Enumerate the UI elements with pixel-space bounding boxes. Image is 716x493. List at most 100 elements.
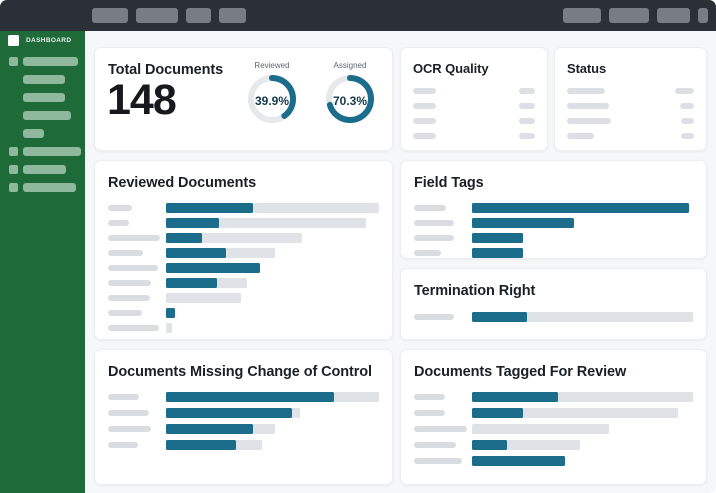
bar-row[interactable] [108,323,379,333]
bar-track-wrap [166,440,379,450]
titlebar-chip-4[interactable] [219,8,246,23]
bar-track-wrap [166,218,379,228]
titlebar-chip-5[interactable] [563,8,601,23]
bar-track-wrap [472,408,693,418]
sidebar-item-5[interactable] [0,147,85,156]
bar-row[interactable] [414,424,693,434]
bar-row-label-cell [108,310,166,316]
sidebar-item-label [23,183,76,192]
sidebar-item-4[interactable] [0,129,85,138]
sidebar-header[interactable]: DASHBOARD [8,35,71,46]
bar-row-label-cell [414,205,472,211]
bar-row[interactable] [414,203,693,213]
bar-row-label [414,410,445,416]
titlebar-chip-7[interactable] [657,8,690,23]
sidebar-item-label [23,165,66,174]
bar-row-label [108,442,138,448]
sidebar-item-0[interactable] [0,57,85,66]
sidebar: DASHBOARD [0,31,85,493]
bar-row[interactable] [414,218,693,228]
bar-row-label-cell [414,394,472,400]
skeleton-row [567,103,694,109]
bar-row-label-cell [414,426,472,432]
bar-row[interactable] [108,424,379,434]
bar-row-label [108,265,158,271]
sidebar-item-1[interactable] [0,75,85,84]
sidebar-item-label [23,57,78,66]
sidebar-item-2[interactable] [0,93,85,102]
bar-row[interactable] [414,456,693,466]
bar-row-label [108,325,159,331]
titlebar-chip-1[interactable] [92,8,128,23]
sidebar-item-7[interactable] [0,183,85,192]
skeleton-row [413,88,535,94]
bar-row[interactable] [108,203,379,213]
status-title: Status [567,61,607,76]
bar-fill [472,312,528,322]
bar-track-wrap [472,392,693,402]
bar-row[interactable] [414,440,693,450]
skeleton-row-label [413,118,436,124]
bar-row[interactable] [414,233,693,243]
bar-row[interactable] [108,440,379,450]
sidebar-item-6[interactable] [0,165,85,174]
bar-row[interactable] [108,392,379,402]
bar-track [472,312,693,322]
bar-row[interactable] [108,278,379,288]
skeleton-row-label [567,103,609,109]
bar-row-label-cell [108,442,166,448]
bar-track [472,424,610,434]
bar-fill [166,278,218,288]
bar-row[interactable] [108,263,379,273]
bar-fill [166,263,260,273]
bar-row-label [108,394,139,400]
bar-track-wrap [166,248,379,258]
skeleton-row-label [567,133,594,139]
bar-row[interactable] [414,408,693,418]
donut-reviewed: Reviewed 39.9% [241,61,303,125]
bar-fill [472,218,574,228]
bar-row-label-cell [108,280,166,286]
bar-row[interactable] [108,293,379,303]
bar-row[interactable] [414,248,693,258]
sidebar-item-3[interactable] [0,111,85,120]
bar-row-label-cell [414,442,472,448]
bar-row[interactable] [108,233,379,243]
sidebar-item-label [23,129,44,138]
bar-fill [472,203,689,213]
bar-track-wrap [166,278,379,288]
bar-row-label-cell [108,265,166,271]
field-tags-bars [414,203,693,258]
bar-row-label [414,426,467,432]
titlebar-chip-3[interactable] [186,8,211,23]
bar-row[interactable] [108,248,379,258]
bar-fill [166,308,175,318]
window-titlebar [0,0,716,31]
titlebar-chip-8[interactable] [698,8,708,23]
titlebar-chip-6[interactable] [609,8,649,23]
donut-assigned-caption: Assigned [333,61,367,70]
field-tags-title: Field Tags [414,175,484,191]
bar-row-label [108,205,132,211]
bar-row-label [414,458,462,464]
skeleton-row [567,133,694,139]
bar-track-wrap [472,203,693,213]
bar-row[interactable] [108,308,379,318]
titlebar-chip-2[interactable] [136,8,178,23]
bar-row-label [414,314,454,320]
reviewed-documents-title: Reviewed Documents [108,175,257,191]
bar-track [472,408,678,418]
bar-row-label-cell [108,235,166,241]
bar-track-wrap [166,408,379,418]
bar-fill [472,440,508,450]
bar-row[interactable] [414,312,693,322]
bar-row[interactable] [414,392,693,402]
card-termination-right: Termination Right [400,268,707,340]
card-documents-tagged-for-review: Documents Tagged For Review [400,349,707,485]
dashboard-square-icon [8,35,19,46]
bar-track-wrap [472,218,693,228]
bar-row[interactable] [108,218,379,228]
bar-row[interactable] [108,408,379,418]
skeleton-row-label [567,118,611,124]
card-status: Status [554,47,707,151]
